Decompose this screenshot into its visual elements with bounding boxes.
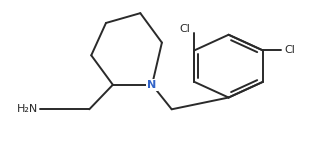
Text: Cl: Cl — [179, 24, 190, 34]
Text: N: N — [147, 80, 157, 90]
Text: H₂N: H₂N — [17, 104, 38, 114]
Text: Cl: Cl — [285, 45, 295, 55]
